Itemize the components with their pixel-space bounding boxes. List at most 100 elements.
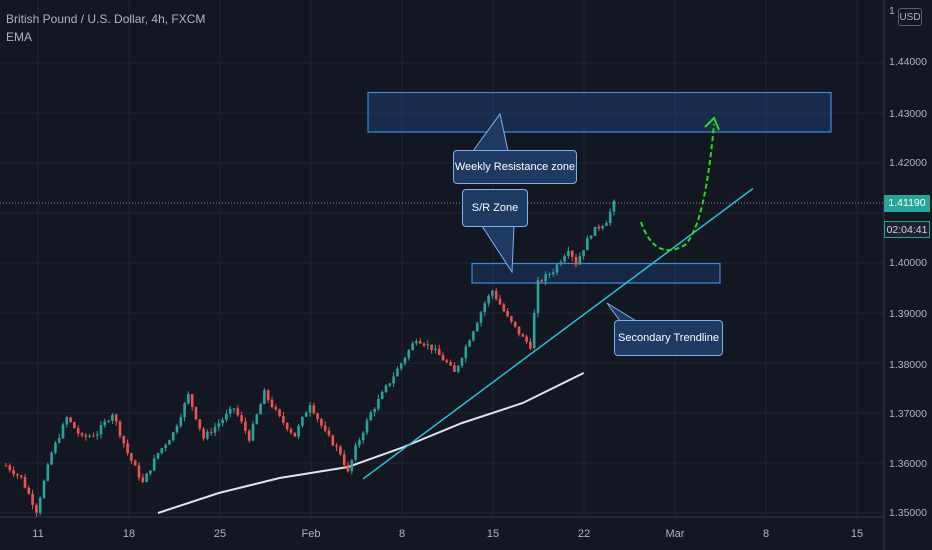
candle-body xyxy=(293,432,297,437)
candle-body xyxy=(133,460,137,466)
candle-body xyxy=(335,445,338,447)
candle-body xyxy=(35,505,38,513)
candle-body xyxy=(225,413,228,420)
candle-body xyxy=(84,435,88,437)
candle-body xyxy=(221,419,224,424)
candle-body xyxy=(289,429,293,433)
candle-body xyxy=(278,409,281,417)
time-tick: 11 xyxy=(32,528,44,540)
candle-body xyxy=(137,465,141,478)
candle-body xyxy=(111,414,114,421)
candle-body xyxy=(80,433,84,436)
weekly-resistance-pointer xyxy=(472,112,509,152)
candle-body xyxy=(460,358,464,366)
weekly-resistance-zone xyxy=(367,91,832,133)
candle-body xyxy=(183,403,186,418)
candle-body xyxy=(65,417,69,425)
candle-body xyxy=(502,304,506,312)
sr-zone-label[interactable]: S/R Zone xyxy=(462,189,528,227)
candle-body xyxy=(145,473,148,483)
candle-body xyxy=(12,470,15,475)
candle-body xyxy=(608,211,612,223)
candle-body xyxy=(316,413,319,419)
weekly-resistance-label[interactable]: Weekly Resistance zone xyxy=(453,150,577,184)
candle-body xyxy=(206,431,209,439)
candle-body xyxy=(445,360,449,363)
zones xyxy=(367,91,832,284)
candle-body xyxy=(187,394,190,404)
secondary-trendline-label[interactable]: Secondary Trendline xyxy=(614,320,723,356)
candle-body xyxy=(506,311,509,317)
price-tick: 1.43000 xyxy=(889,108,927,120)
candle-body xyxy=(164,444,167,449)
candle-body xyxy=(365,420,369,433)
price-tick: 1.38000 xyxy=(889,359,927,371)
candle-body xyxy=(160,448,164,454)
candle-body xyxy=(61,424,65,439)
candle-body xyxy=(605,222,608,226)
candle-body xyxy=(479,312,483,323)
candle-body xyxy=(415,340,418,344)
candle-body xyxy=(517,326,521,335)
price-tick: 1.35000 xyxy=(889,507,927,519)
candle-body xyxy=(240,415,243,422)
candle-body xyxy=(536,280,540,314)
price-tick: 1.44000 xyxy=(889,56,927,68)
candle-body xyxy=(251,423,255,441)
candle-body xyxy=(361,432,365,441)
price-tick-top-partial: 1 xyxy=(889,5,895,17)
candle-body xyxy=(532,313,536,349)
candle-body xyxy=(396,368,399,377)
candle-body xyxy=(418,340,422,344)
candle-body xyxy=(567,250,570,257)
candle-body xyxy=(491,290,494,296)
candle-body xyxy=(513,321,517,327)
time-tick: 18 xyxy=(122,528,136,540)
candle-body xyxy=(601,225,604,229)
candle-body xyxy=(559,261,563,265)
time-tick: 22 xyxy=(577,528,591,540)
candle-body xyxy=(593,226,597,236)
candle-body xyxy=(377,398,380,409)
candle-body xyxy=(403,357,407,364)
price-tick: 1.39000 xyxy=(889,308,927,320)
candle-body xyxy=(130,453,133,461)
candle-body xyxy=(282,416,285,423)
candle-body xyxy=(194,406,198,420)
candle-body xyxy=(430,344,433,350)
candle-body xyxy=(122,435,126,444)
candle-body xyxy=(179,417,183,426)
current-price-tag: 1.41190 xyxy=(884,195,930,212)
candle-body xyxy=(350,459,354,472)
candle-body xyxy=(57,438,61,443)
candle-body xyxy=(399,363,403,369)
candle-body xyxy=(358,440,361,446)
candles xyxy=(4,199,616,518)
candle-body xyxy=(202,428,205,439)
trendline-pointer xyxy=(606,302,637,322)
candle-body xyxy=(437,348,441,356)
candle-body xyxy=(331,435,335,446)
candle-body xyxy=(354,445,357,460)
candle-body xyxy=(114,414,118,422)
projection-arrowhead xyxy=(704,116,720,131)
candle-body xyxy=(464,346,468,359)
callout-pointers xyxy=(472,112,637,322)
candle-body xyxy=(449,362,452,366)
time-tick: 8 xyxy=(398,528,406,540)
candle-body xyxy=(521,334,525,337)
candle-body xyxy=(19,475,23,478)
candle-body xyxy=(23,477,27,488)
candle-body xyxy=(118,421,122,436)
indicator-label: EMA xyxy=(6,30,33,44)
candle-body xyxy=(456,365,460,372)
candle-body xyxy=(38,497,42,513)
candle-body xyxy=(92,435,95,437)
candle-body xyxy=(369,412,373,421)
candle-body xyxy=(475,322,479,332)
candle-body xyxy=(171,432,175,441)
candle-body xyxy=(574,257,578,265)
currency-button[interactable]: USD xyxy=(898,8,922,26)
